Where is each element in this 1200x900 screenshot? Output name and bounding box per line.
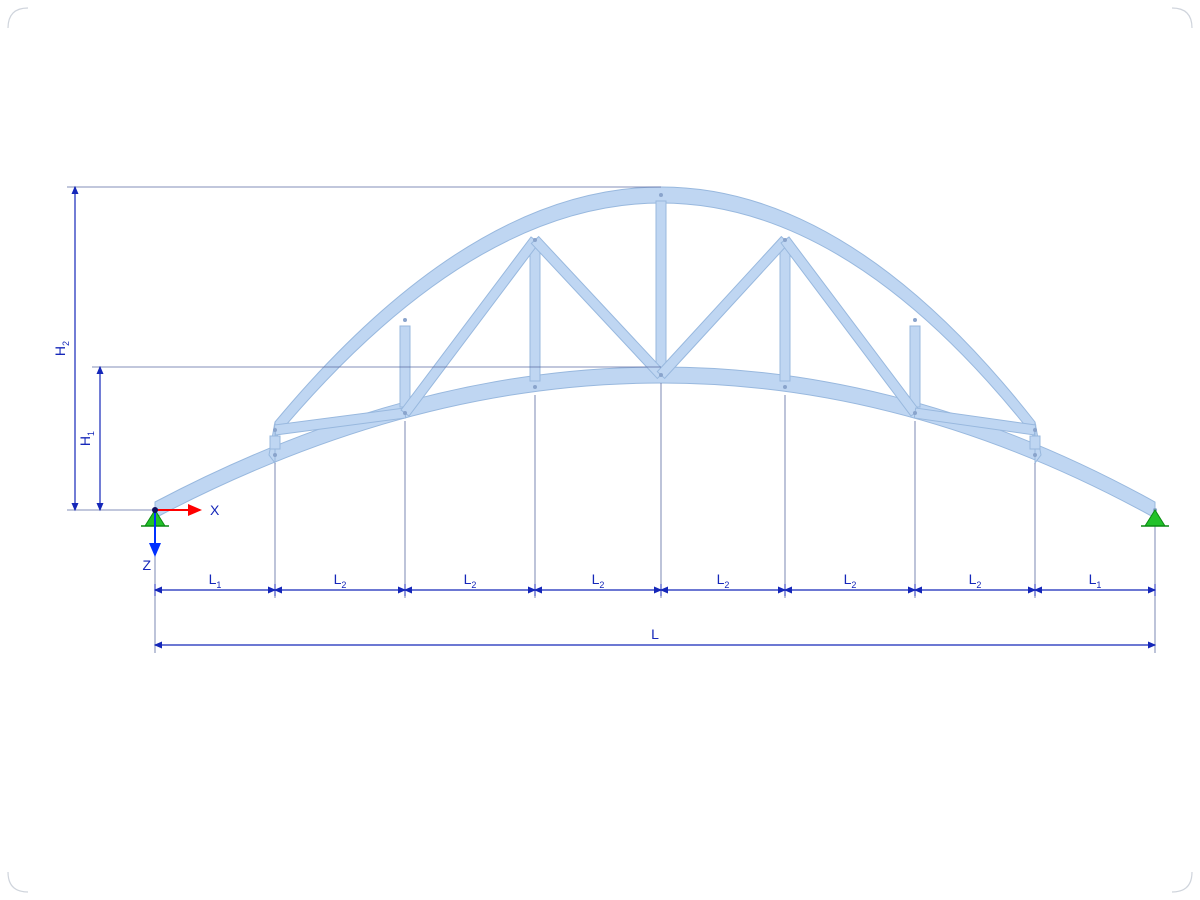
node bbox=[659, 193, 663, 197]
dim-label: L1 bbox=[209, 571, 222, 590]
axis-label: X bbox=[210, 502, 220, 518]
node bbox=[533, 385, 537, 389]
vertical-web bbox=[1030, 436, 1040, 449]
dim-label: L1 bbox=[1089, 571, 1102, 590]
node bbox=[273, 453, 277, 457]
diagonal-web bbox=[657, 237, 788, 379]
dim-label: H2 bbox=[52, 341, 71, 356]
frame-corner bbox=[8, 8, 28, 28]
frame-corner bbox=[1172, 872, 1192, 892]
node bbox=[913, 411, 917, 415]
dim-label: L bbox=[651, 626, 659, 642]
vertical-web bbox=[780, 246, 790, 381]
dim-label: L2 bbox=[844, 571, 857, 590]
dim-label: L2 bbox=[717, 571, 730, 590]
dim-label: L2 bbox=[592, 571, 605, 590]
vertical-web bbox=[656, 201, 666, 369]
node bbox=[783, 238, 787, 242]
node bbox=[1033, 428, 1037, 432]
vertical-web bbox=[270, 436, 280, 449]
truss-diagram: L1 L2 L2 L2 L2 L2 L2 L1 L H2 H1 X Z bbox=[0, 0, 1200, 900]
node bbox=[273, 428, 277, 432]
upper-chord bbox=[275, 187, 1035, 438]
node bbox=[783, 385, 787, 389]
node bbox=[533, 238, 537, 242]
vertical-web bbox=[530, 246, 540, 381]
vertical-web bbox=[910, 326, 920, 407]
dim-label: H1 bbox=[77, 431, 96, 446]
node bbox=[913, 318, 917, 322]
dim-label: L2 bbox=[969, 571, 982, 590]
dim-label: L2 bbox=[334, 571, 347, 590]
node bbox=[659, 373, 663, 377]
node bbox=[403, 318, 407, 322]
vertical-web bbox=[400, 326, 410, 407]
node bbox=[403, 411, 407, 415]
diagonal-web bbox=[531, 237, 664, 379]
frame-corner bbox=[8, 872, 28, 892]
origin-node bbox=[152, 507, 158, 513]
dim-label: L2 bbox=[464, 571, 477, 590]
frame-corner bbox=[1172, 8, 1192, 28]
axis-label: Z bbox=[142, 557, 151, 573]
node bbox=[1033, 453, 1037, 457]
